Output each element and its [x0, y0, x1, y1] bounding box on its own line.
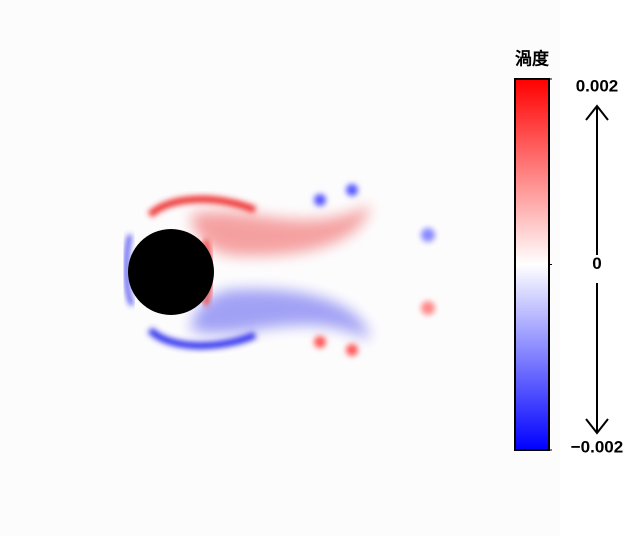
colorbar-title: 渦度: [515, 48, 550, 68]
colorbar: [515, 79, 549, 450]
vorticity-figure: 渦度 0.002 0 −0.002: [0, 0, 630, 536]
tick-label: −0.002: [571, 437, 623, 456]
cylinder: [128, 229, 214, 315]
tick-label: 0: [592, 254, 601, 273]
flow-field: [0, 0, 560, 536]
tick-label: 0.002: [576, 76, 619, 95]
